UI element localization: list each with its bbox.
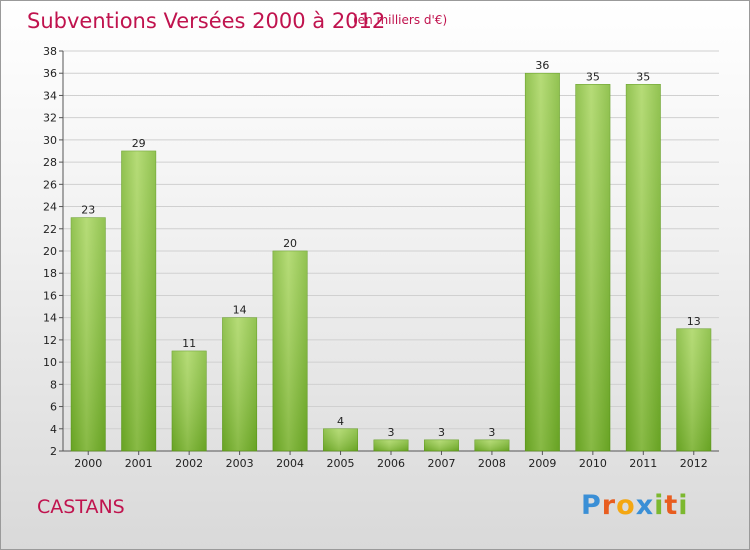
x-tick-label: 2009 <box>528 457 556 470</box>
bar-shade <box>323 428 358 451</box>
y-tick-label: 24 <box>43 201 57 214</box>
bar-shade <box>272 251 308 451</box>
bar-shade <box>575 84 611 451</box>
commune-name: CASTANS <box>37 496 125 518</box>
y-tick-label: 26 <box>43 178 57 191</box>
y-tick-label: 6 <box>50 401 57 414</box>
y-tick-label: 16 <box>43 289 57 302</box>
y-tick-label: 14 <box>43 312 57 325</box>
data-label: 13 <box>687 315 701 328</box>
data-label: 3 <box>388 426 395 439</box>
data-label: 3 <box>488 426 495 439</box>
proxiti-logo: Proxiti <box>581 490 689 521</box>
x-tick-label: 2010 <box>579 457 607 470</box>
logo-letter: t <box>664 490 679 521</box>
data-label: 20 <box>283 237 297 250</box>
logo-letter: o <box>616 490 636 521</box>
y-tick-label: 38 <box>43 45 57 58</box>
data-label: 14 <box>233 304 247 317</box>
data-label: 35 <box>636 70 650 83</box>
x-tick-label: 2002 <box>175 457 203 470</box>
logo-letter: P <box>581 490 602 521</box>
x-tick-label: 2012 <box>680 457 708 470</box>
chart-title: Subventions Versées 2000 à 2012 <box>27 9 386 33</box>
bar-shade <box>121 151 156 451</box>
chart-subtitle: (en milliers d'€) <box>353 13 448 27</box>
bar-shade <box>222 317 257 451</box>
data-label: 23 <box>81 204 95 217</box>
data-label: 29 <box>132 137 146 150</box>
x-tick-label: 2004 <box>276 457 304 470</box>
logo-letter: x <box>635 490 655 521</box>
x-tick-label: 2000 <box>74 457 102 470</box>
data-label: 36 <box>535 59 549 72</box>
bar-shade <box>373 439 409 451</box>
x-tick-label: 2007 <box>427 457 455 470</box>
bar-shade <box>71 217 106 451</box>
y-tick-label: 10 <box>43 356 57 369</box>
bar-shade <box>676 328 711 451</box>
x-tick-label: 2011 <box>629 457 657 470</box>
y-tick-label: 30 <box>43 134 57 147</box>
y-tick-label: 18 <box>43 267 57 280</box>
x-tick-label: 2008 <box>478 457 506 470</box>
bar-shade <box>474 439 510 451</box>
data-label: 4 <box>337 415 344 428</box>
bar-shade <box>424 439 459 451</box>
bar-shade <box>626 84 661 451</box>
y-tick-label: 2 <box>50 445 57 458</box>
bar-shade <box>525 73 560 451</box>
y-tick-label: 36 <box>43 67 57 80</box>
y-tick-label: 34 <box>43 89 57 102</box>
data-label: 35 <box>586 70 600 83</box>
y-tick-label: 8 <box>50 378 57 391</box>
y-tick-label: 22 <box>43 223 57 236</box>
data-label: 11 <box>182 337 196 350</box>
x-tick-label: 2005 <box>327 457 355 470</box>
y-tick-label: 12 <box>43 334 57 347</box>
y-tick-label: 28 <box>43 156 57 169</box>
x-tick-label: 2006 <box>377 457 405 470</box>
x-tick-label: 2003 <box>226 457 254 470</box>
bar-shade <box>171 351 207 451</box>
y-tick-label: 4 <box>50 423 57 436</box>
logo-letter: i <box>654 490 665 521</box>
logo-letter: r <box>601 490 617 521</box>
y-tick-label: 20 <box>43 245 57 258</box>
logo-letter: i <box>678 490 689 521</box>
x-tick-label: 2001 <box>125 457 153 470</box>
data-label: 3 <box>438 426 445 439</box>
y-tick-label: 32 <box>43 112 57 125</box>
